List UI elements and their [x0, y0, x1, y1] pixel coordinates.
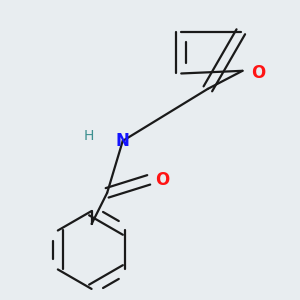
Text: O: O	[155, 171, 169, 189]
Text: H: H	[84, 129, 94, 143]
Text: O: O	[252, 64, 266, 82]
Text: N: N	[116, 132, 130, 150]
